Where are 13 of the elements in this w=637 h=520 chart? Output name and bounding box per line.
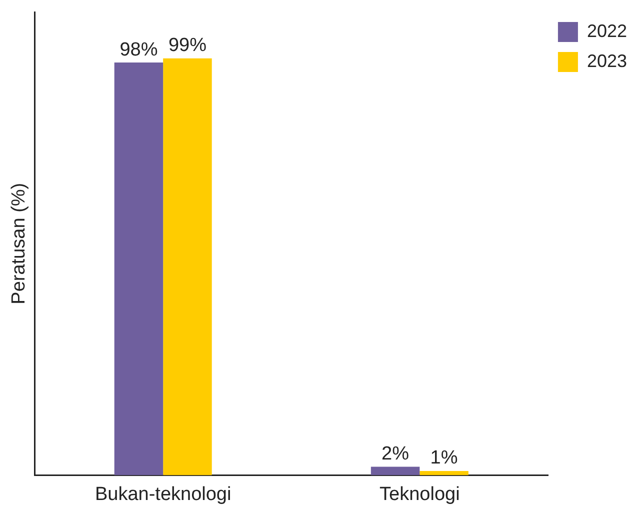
bar (114, 62, 164, 476)
data-label: 2% (382, 444, 410, 465)
bar (420, 470, 468, 476)
y-axis-title: Peratusan (%) (8, 182, 30, 304)
x-tick-label: Teknologi (380, 484, 460, 505)
bar (163, 58, 212, 476)
data-label: 99% (168, 35, 207, 56)
data-label: 98% (120, 39, 158, 60)
bar (370, 466, 420, 476)
legend-label: 2022 (586, 20, 628, 41)
legend-label: 2023 (586, 50, 628, 71)
data-label: 1% (430, 448, 458, 469)
x-tick-label: Bukan-teknologi (94, 484, 232, 505)
